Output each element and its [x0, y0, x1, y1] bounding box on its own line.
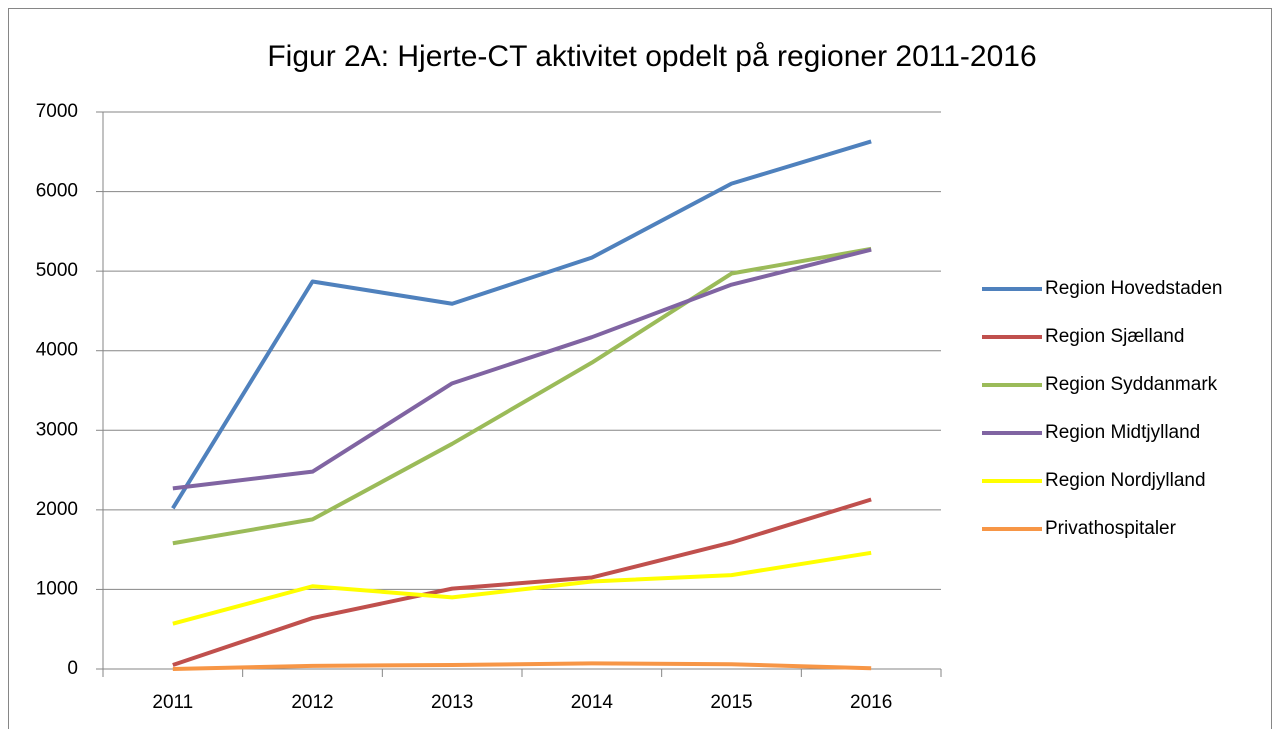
x-tick-label: 2014	[571, 692, 614, 713]
x-tick-label: 2011	[152, 692, 193, 713]
y-tick-label: 1000	[36, 578, 78, 599]
legend-label: Region Hovedstaden	[1045, 278, 1222, 299]
chart-title: Figur 2A: Hjerte-CT aktivitet opdelt på …	[267, 40, 1036, 73]
y-tick-label: 5000	[36, 260, 78, 281]
series-line	[172, 497, 872, 667]
series-line	[171, 139, 872, 510]
y-tick-label: 0	[67, 658, 78, 679]
y-tick-label: 2000	[36, 499, 78, 520]
y-tick-label: 6000	[36, 181, 78, 202]
legend-label: Region Syddanmark	[1045, 374, 1218, 395]
legend-label: Privathospitaler	[1045, 518, 1177, 539]
series-line	[172, 247, 872, 491]
y-tick-label: 3000	[36, 419, 78, 440]
x-tick-label: 2012	[291, 692, 333, 713]
legend-label: Region Midtjylland	[1045, 422, 1200, 443]
series-line	[172, 661, 872, 671]
x-tick-label: 2013	[431, 692, 473, 713]
series-line	[172, 550, 872, 626]
x-tick-label: 2016	[850, 692, 892, 713]
legend-label: Region Sjælland	[1045, 326, 1184, 347]
y-tick-label: 4000	[36, 340, 78, 361]
series-line	[172, 246, 872, 546]
y-tick-label: 7000	[36, 101, 78, 122]
legend-label: Region Nordjylland	[1045, 470, 1206, 491]
x-tick-label: 2015	[710, 692, 752, 713]
chart-border	[8, 8, 1272, 729]
